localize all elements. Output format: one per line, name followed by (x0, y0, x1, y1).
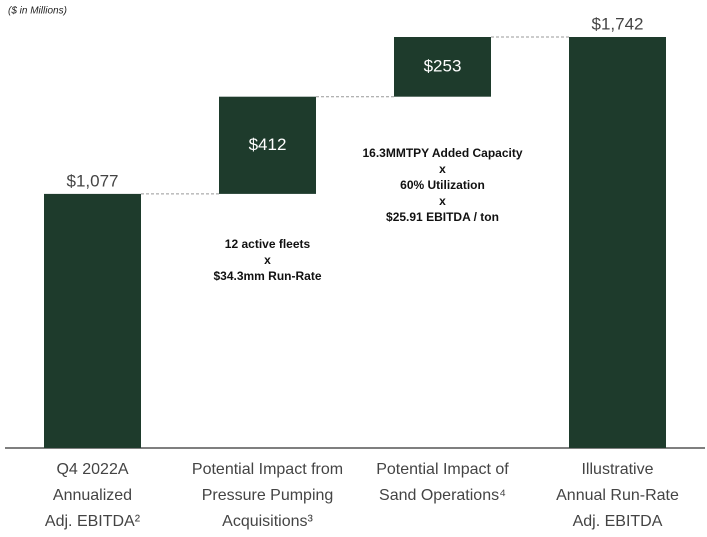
value-label: $1,077 (67, 171, 119, 190)
annotation: x (439, 194, 446, 208)
annotation: $25.91 EBITDA / ton (386, 210, 499, 224)
x-tick-label: Potential Impact of Sand Operations⁴ (376, 461, 509, 504)
x-tick-label-line: Potential Impact from (192, 461, 343, 478)
annotation: 16.3MMTPY Added Capacity (362, 146, 522, 160)
annotation: 12 active fleets (225, 237, 311, 251)
annotation: x (264, 253, 271, 267)
chart-subtitle: ($ in Millions) (8, 6, 67, 17)
x-tick-label-line: Annualized (53, 487, 132, 504)
x-tick-label: Potential Impact from Pressure Pumping Acq… (192, 461, 343, 530)
annotation: $34.3mm Run-Rate (213, 269, 321, 283)
x-tick-label-line: Adj. EBITDA (573, 513, 663, 530)
x-tick-label: Illustrative Annual Run-Rate Adj. EBITDA (556, 461, 679, 530)
x-tick-label-line: Q4 2022A (56, 461, 128, 478)
x-tick-label-line: Adj. EBITDA² (45, 513, 141, 530)
value-label: $253 (424, 56, 462, 75)
annotation: x (439, 162, 446, 176)
x-tick-label-line: Illustrative (581, 461, 653, 478)
bar (569, 37, 666, 448)
value-label: $1,742 (592, 14, 644, 33)
x-tick-label-line: Acquisitions³ (222, 513, 313, 530)
value-label: $412 (249, 135, 287, 154)
x-tick-label-line: Potential Impact of (376, 461, 509, 478)
x-tick-label-line: Sand Operations⁴ (379, 487, 506, 504)
bar (219, 96, 316, 194)
annotation: 60% Utilization (400, 178, 485, 192)
x-tick-label-line: Pressure Pumping (202, 487, 334, 504)
bar (394, 37, 491, 97)
bar (44, 193, 141, 448)
x-tick-label: Q4 2022A Annualized Adj. EBITDA² (45, 461, 141, 530)
x-tick-label-line: Annual Run-Rate (556, 487, 679, 504)
